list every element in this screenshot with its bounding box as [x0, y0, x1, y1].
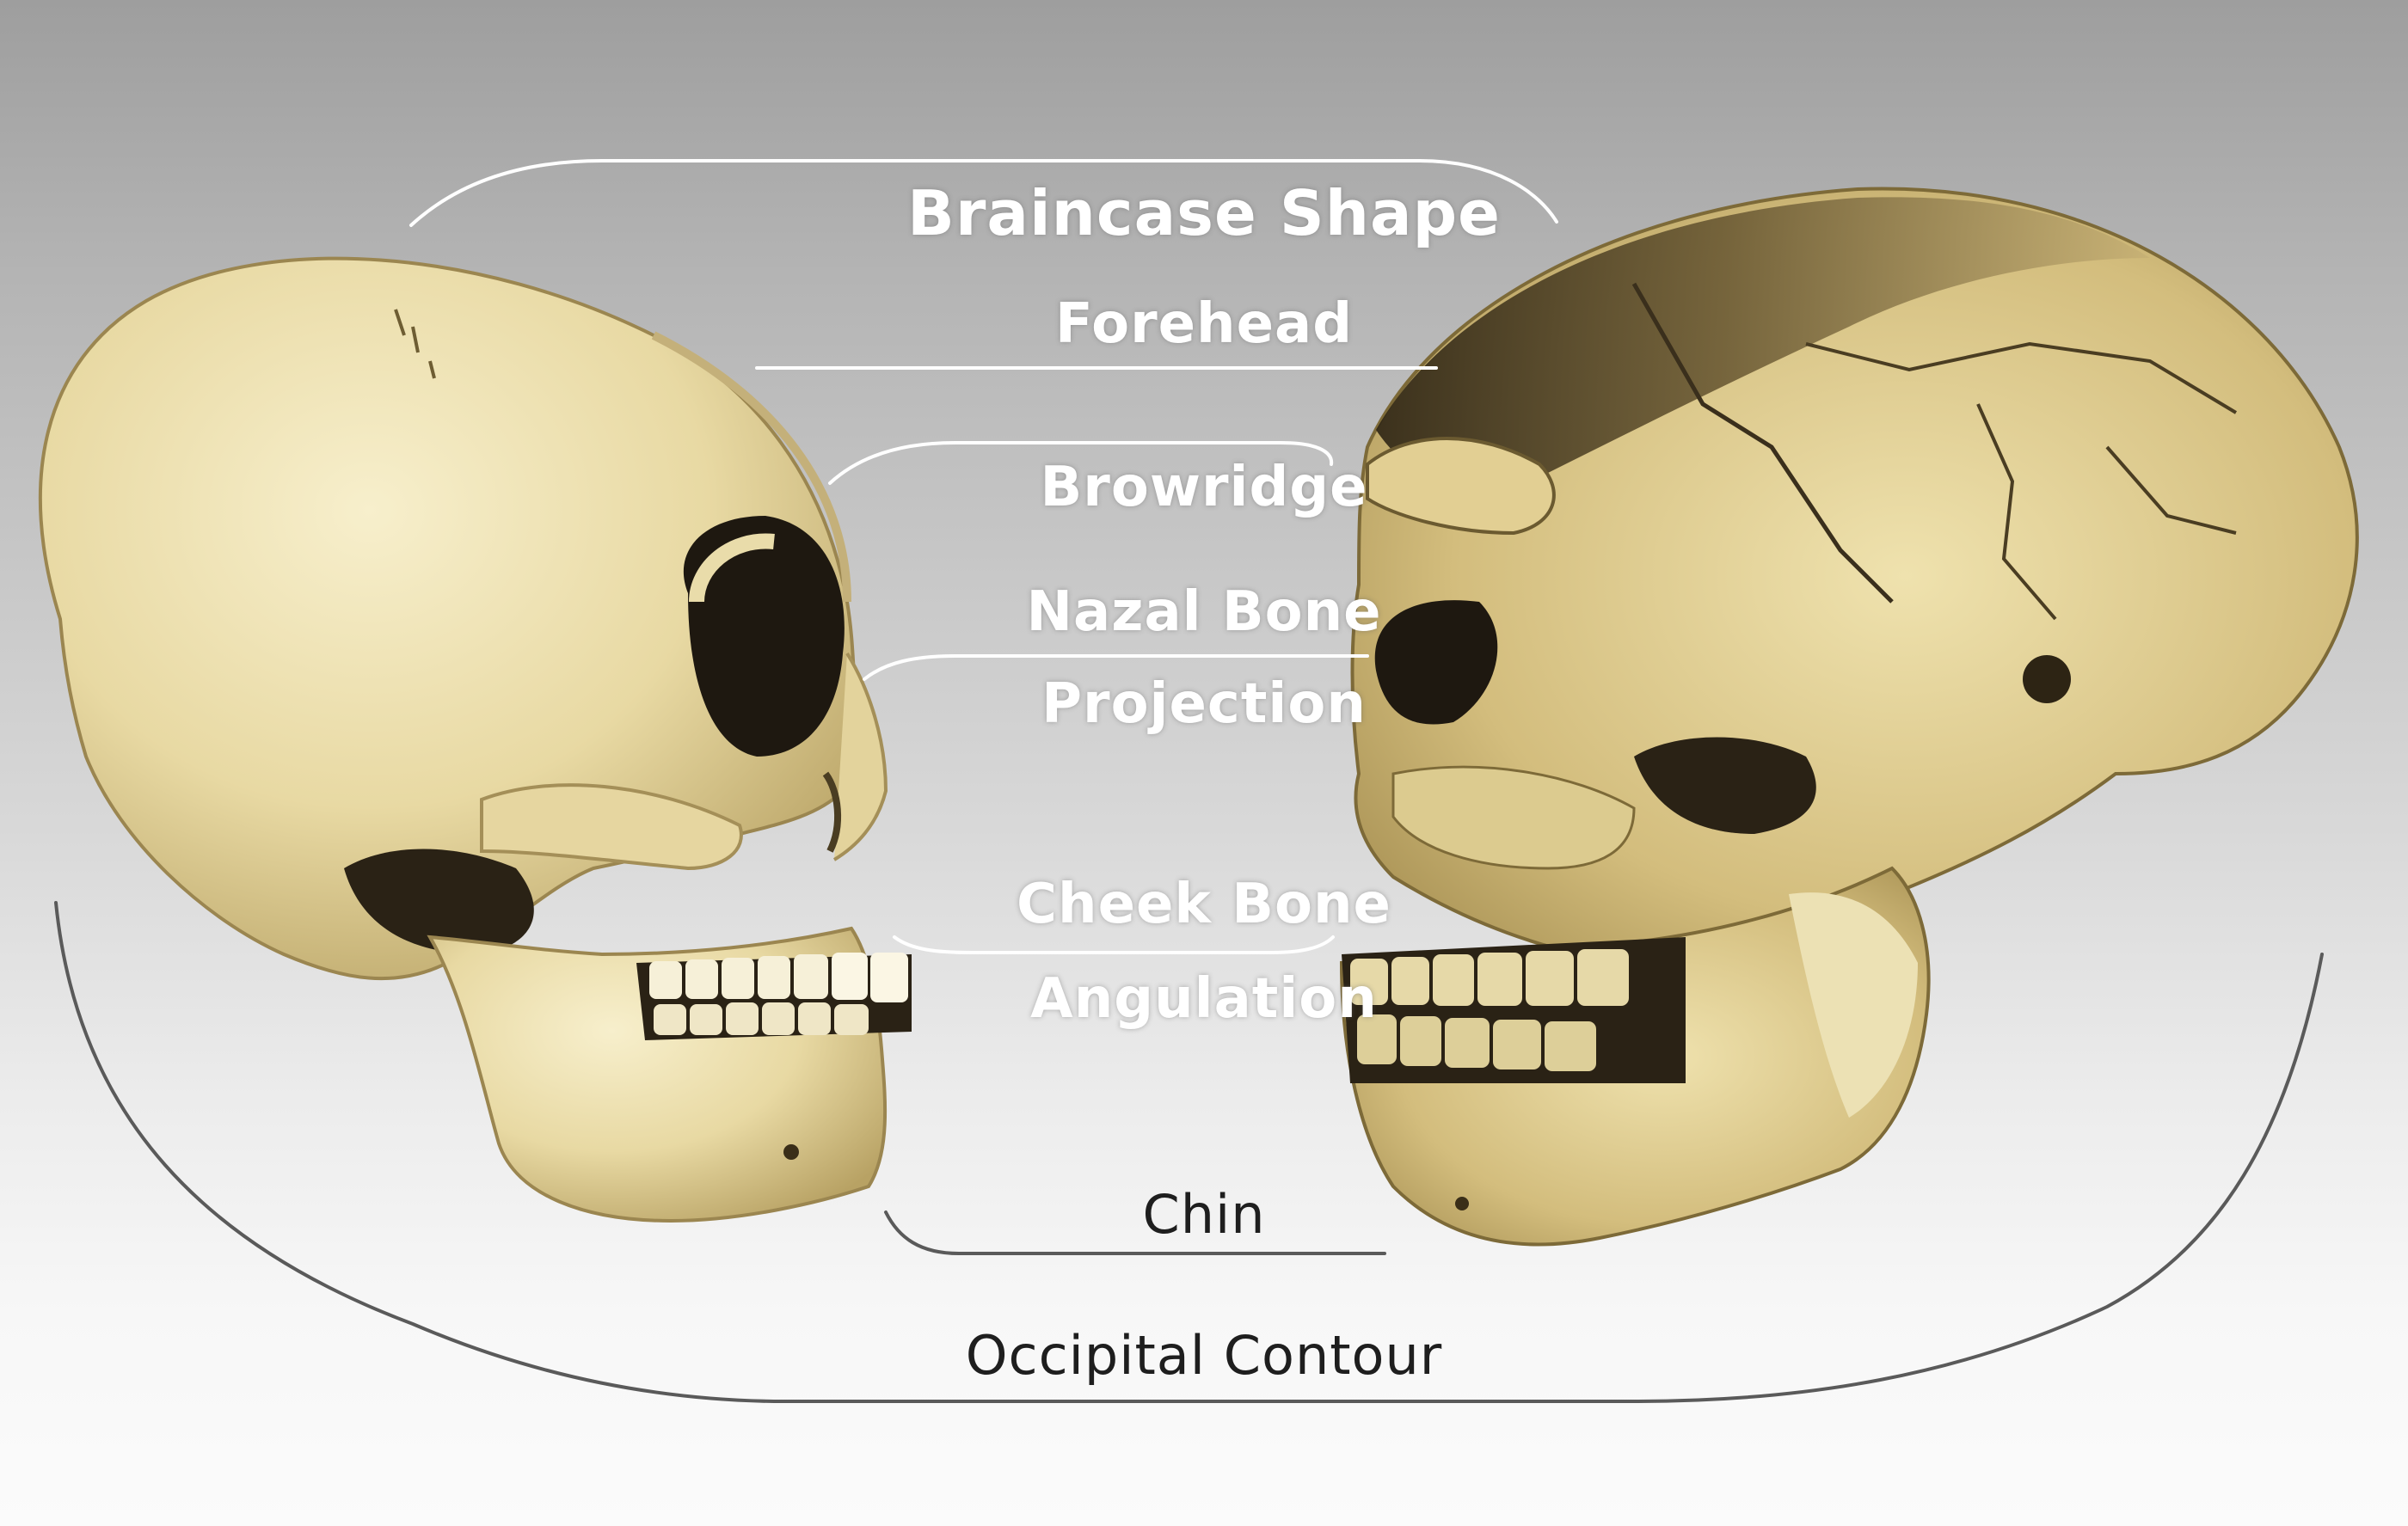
chin-label: Chin [1142, 1183, 1266, 1246]
braincase-shape-label: Braincase Shape [907, 177, 1501, 249]
modern-teeth [636, 953, 912, 1040]
comparison-brackets [409, 159, 1558, 954]
nasal-bone-label: Nazal Bone [1026, 580, 1382, 644]
projection-label: Projection [1041, 672, 1367, 736]
cheek-angulation-bracket [893, 935, 1335, 954]
cheek-bone-label: Cheek Bone [1017, 873, 1391, 936]
nasal-projection-bracket [863, 654, 1369, 681]
angulation-label: Angulation [1030, 967, 1378, 1031]
browridge-bracket [828, 441, 1334, 485]
occipital-contour-bracket [54, 901, 2324, 1403]
archaic-human-skull-icon [1339, 187, 2359, 1247]
braincase-shape-bracket [409, 159, 1558, 227]
modern-human-skull-icon [38, 256, 912, 1223]
chin-bracket [884, 1210, 1386, 1255]
occipital-contour-label: Occipital Contour [965, 1324, 1443, 1387]
browridge-label: Browridge [1040, 456, 1368, 519]
archaic-teeth [1342, 937, 1686, 1083]
forehead-label: Forehead [1054, 292, 1354, 356]
outer-brackets [54, 901, 2324, 1403]
